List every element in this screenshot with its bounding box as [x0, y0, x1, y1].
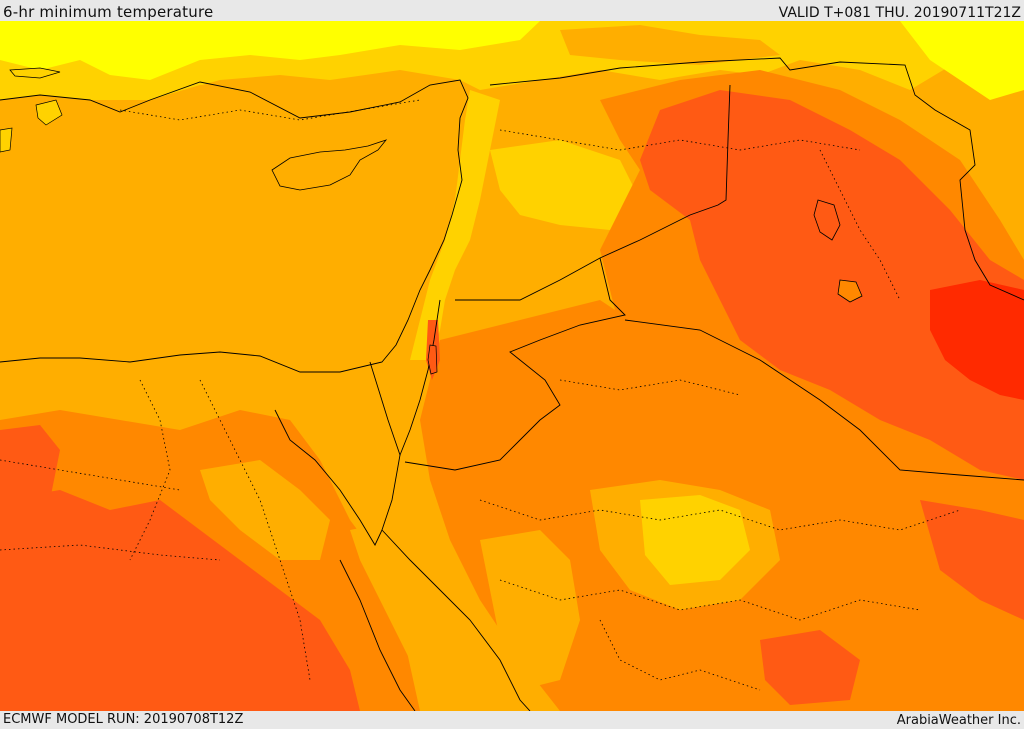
sinai-light: [300, 365, 410, 530]
province-lines: [0, 99, 961, 691]
northeast-yellow: [900, 21, 1024, 100]
model-run-label: ECMWF MODEL RUN: 20190708T12Z: [3, 712, 244, 727]
turkey-orange-patch: [560, 25, 780, 65]
arabia-gold-patch: [640, 495, 750, 585]
egypt-light-patch: [200, 460, 330, 560]
map-header: 6-hr minimum temperature VALID T+081 THU…: [0, 0, 1024, 21]
iraq-red-core: [930, 280, 1024, 400]
mediterranean-sea: [0, 80, 460, 375]
north-bright-yellow: [0, 21, 540, 80]
syria-yellow-patches: [490, 140, 640, 230]
coastlines: [0, 79, 531, 711]
cyprus-island: [271, 139, 388, 191]
red-sea-light: [350, 520, 520, 711]
lake-tharthar: [813, 199, 841, 241]
map-footer: ECMWF MODEL RUN: 20190708T12Z ArabiaWeat…: [0, 711, 1024, 729]
egypt-west-dark: [0, 425, 60, 510]
valid-time-label: VALID T+081 THU. 20190711T21Z: [778, 5, 1021, 21]
temperature-map: [0, 21, 1024, 711]
iraq-red-orange: [640, 90, 1024, 480]
map-canvas: [0, 21, 1024, 711]
levant-yellow-strip: [410, 90, 500, 360]
aegean-islands: [0, 67, 63, 153]
arabia-light-patch-2: [480, 530, 580, 690]
credit-label: ArabiaWeather Inc.: [896, 713, 1021, 728]
arabia-red-patch: [760, 630, 860, 705]
country-borders: [404, 57, 1024, 481]
arabia-red-east: [920, 500, 1024, 620]
dead-sea: [427, 344, 438, 375]
egypt-red-orange: [0, 490, 360, 711]
lake-razazah: [837, 279, 863, 303]
map-title: 6-hr minimum temperature: [3, 3, 214, 21]
